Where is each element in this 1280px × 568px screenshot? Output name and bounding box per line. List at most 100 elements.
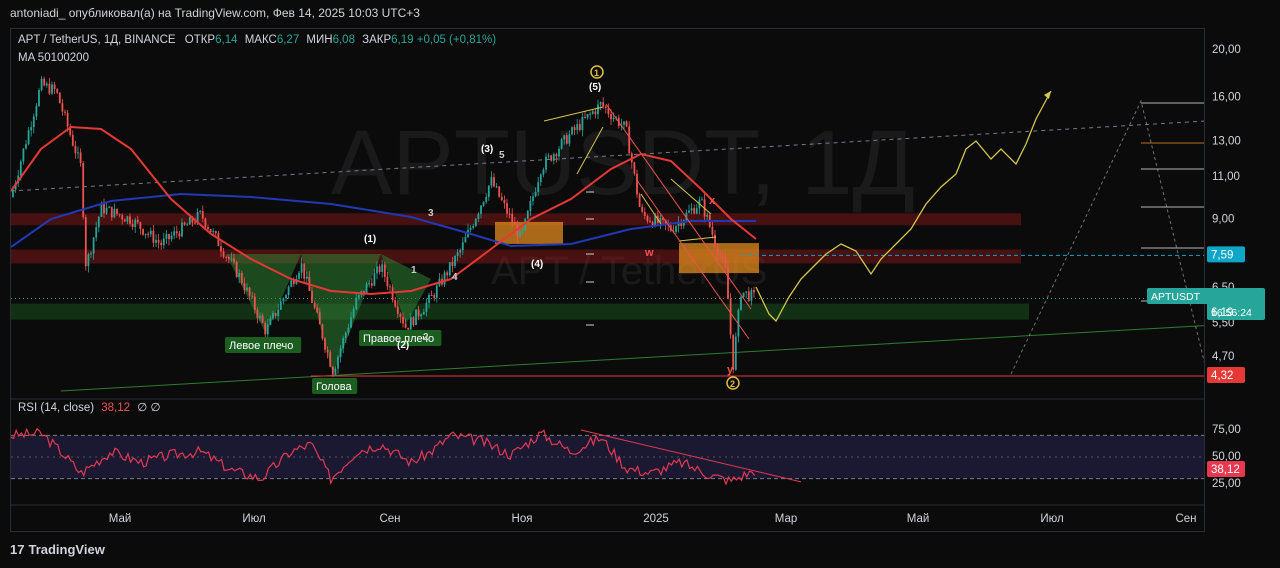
candle-body <box>370 283 373 286</box>
subwave-1: 1 <box>411 265 417 276</box>
candle-body <box>243 283 246 291</box>
candle-body <box>121 215 124 220</box>
candle <box>565 132 568 145</box>
candle <box>383 261 386 282</box>
candle <box>472 223 475 230</box>
candle <box>233 253 235 265</box>
candle-body <box>248 287 251 296</box>
candle <box>464 233 467 243</box>
label-left-shoulder-bg <box>225 337 302 353</box>
candle <box>474 217 477 228</box>
candle-body <box>170 235 173 240</box>
candle <box>313 300 316 310</box>
candle-body <box>742 292 745 298</box>
candle-body <box>428 294 430 303</box>
candle-body <box>53 84 56 90</box>
legend-symbol: APT / TetherUS, 1Д, BINANCE <box>18 34 176 46</box>
subwave-2: 2 <box>423 332 429 343</box>
candle <box>732 334 735 374</box>
candle-body <box>495 186 498 188</box>
candle-body <box>638 194 641 207</box>
label-left-shoulder-text: Левое плечо <box>229 340 293 352</box>
candle <box>539 173 542 187</box>
candle <box>513 217 516 225</box>
candle <box>409 313 412 330</box>
candle-body <box>82 163 85 218</box>
label-left-shoulder: Левое плечо <box>225 337 302 353</box>
candle-body <box>519 231 521 238</box>
candle <box>116 208 118 216</box>
candle-body <box>402 317 404 324</box>
candle <box>321 323 324 341</box>
candle-body <box>144 233 147 235</box>
candle-body <box>714 234 716 246</box>
candle-body <box>477 213 480 219</box>
wedge-w <box>640 193 662 225</box>
candle <box>389 284 391 292</box>
candle-body <box>508 213 511 215</box>
candle <box>331 365 334 377</box>
candle <box>521 227 524 236</box>
candle <box>552 152 555 165</box>
candle-body <box>212 231 215 233</box>
candle-body <box>329 352 332 367</box>
candle <box>282 297 285 305</box>
legend-close: 6,19 <box>391 34 414 46</box>
candle-body <box>641 206 644 212</box>
candle-body <box>628 126 631 154</box>
ma50-line <box>11 125 757 296</box>
candle-body <box>149 230 152 235</box>
candle <box>300 257 303 279</box>
candle <box>526 210 529 220</box>
candle <box>27 127 30 146</box>
candle <box>131 219 134 230</box>
candle <box>448 262 451 278</box>
candle <box>155 234 157 248</box>
price-tag-4-32-text: 4,32 <box>1211 370 1233 382</box>
forecast-path <box>755 90 1052 323</box>
candle <box>506 198 508 218</box>
candle <box>480 205 482 219</box>
candle <box>45 81 48 88</box>
candle-body <box>623 121 625 125</box>
candle <box>545 153 547 173</box>
candle <box>350 311 352 329</box>
candle-body <box>305 276 308 279</box>
candle <box>734 332 737 371</box>
candle <box>209 228 212 233</box>
chart-area[interactable]: APTUSDT, 1Д APT / TetherUS Левое плечо Голо… <box>10 28 1205 532</box>
label-right-shoulder-bg <box>359 330 442 346</box>
candle-body <box>706 214 709 217</box>
candle-body <box>389 286 391 288</box>
candle <box>84 214 87 271</box>
candle-body <box>339 348 342 357</box>
candle-body <box>199 211 202 213</box>
candle-body <box>165 234 168 239</box>
candle <box>402 312 404 328</box>
candle <box>173 226 176 239</box>
candle <box>246 283 248 292</box>
candle-body <box>269 318 272 325</box>
candle-body <box>506 203 508 214</box>
candle-body <box>298 272 300 279</box>
candle <box>529 195 532 217</box>
y-tick-label: 9,00 <box>1212 213 1234 225</box>
candle-body <box>602 102 605 107</box>
candle <box>724 253 727 269</box>
candle <box>303 263 306 285</box>
candle <box>214 230 217 236</box>
price-tag-7-59-bg <box>1207 246 1245 263</box>
candle-body <box>233 258 235 262</box>
tradingview-footer[interactable]: 17 TradingView <box>10 542 105 557</box>
candle <box>571 126 573 136</box>
candle-body <box>238 272 241 277</box>
y-tick-label: 16,00 <box>1212 91 1241 103</box>
candle-body <box>675 226 677 232</box>
candle <box>451 256 454 273</box>
candle-body <box>568 134 571 144</box>
candle-body <box>487 185 490 197</box>
wedge-line-bottom <box>576 126 604 175</box>
candle-body <box>14 183 17 190</box>
candle-body <box>214 231 217 234</box>
